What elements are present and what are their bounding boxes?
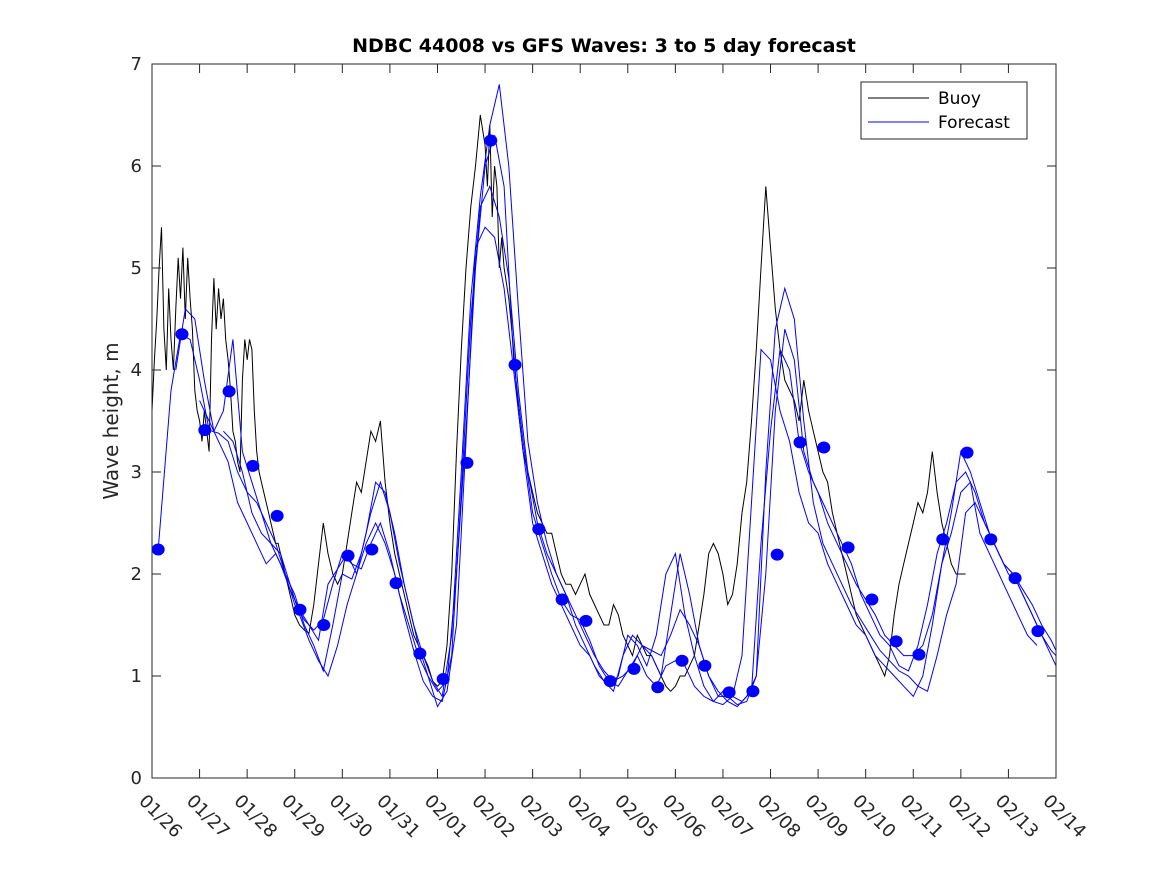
legend-box [860,81,1028,140]
forecast-marker [1031,625,1045,638]
plot-area: 01/2601/2701/2801/2901/3001/3102/0102/02… [131,54,1090,842]
forecast-marker [841,541,855,554]
chart-title: NDBC 44008 vs GFS Waves: 3 to 5 day fore… [352,35,856,57]
forecast-marker [984,533,998,546]
y-tick-label: 7 [131,54,142,75]
forecast-marker [389,577,403,590]
forecast-marker [651,681,665,694]
forecast-marker [436,673,450,686]
forecast-line-3 [199,226,1038,708]
y-tick-label: 6 [131,156,142,177]
forecast-marker [960,446,974,459]
forecast-marker [508,358,522,371]
forecast-marker [152,543,165,556]
y-axis-label: Wave height, m [99,342,123,499]
forecast-marker [912,648,926,661]
forecast-marker [532,523,546,536]
axes-background [152,64,1056,778]
axes-frame [151,63,1057,779]
forecast-marker [770,548,784,561]
forecast-marker [460,456,474,469]
forecast-marker [293,603,307,616]
forecast-marker [270,509,284,522]
y-tick-label: 4 [131,360,142,381]
forecast-marker [198,424,212,437]
legend-buoy-label: Buoy [938,89,981,109]
forecast-marker [746,685,760,698]
forecast-marker [413,647,427,660]
forecast-marker [365,543,379,556]
y-tick-label: 3 [131,462,142,483]
buoy-line [152,114,966,693]
forecast-marker [1008,572,1022,585]
forecast-marker [175,328,189,341]
forecast-marker [793,436,807,449]
forecast-line-2 [175,84,1056,708]
y-tick-label: 0 [131,768,142,789]
forecast-marker [627,662,641,675]
forecast-marker [603,675,617,688]
forecast-marker [817,441,831,454]
forecast-marker [936,533,950,546]
forecast-marker [317,619,331,631]
y-tick-label: 1 [131,666,142,687]
forecast-marker [698,659,712,672]
forecast-marker [889,635,903,648]
forecast-marker [865,593,879,606]
forecast-marker [675,654,689,667]
forecast-line-4 [223,185,1056,706]
forecast-marker [555,593,569,606]
forecast-marker [341,549,355,562]
forecast-marker [222,385,236,398]
legend-forecast-label: Forecast [938,113,1010,133]
series-layer [152,84,1056,708]
forecast-marker [484,134,498,147]
forecast-marker [722,686,736,699]
y-tick-label: 2 [131,564,142,585]
forecast-marker [579,614,593,627]
legend: Buoy Forecast [860,81,1028,140]
forecast-marker [246,459,260,472]
y-tick-label: 5 [131,258,142,279]
